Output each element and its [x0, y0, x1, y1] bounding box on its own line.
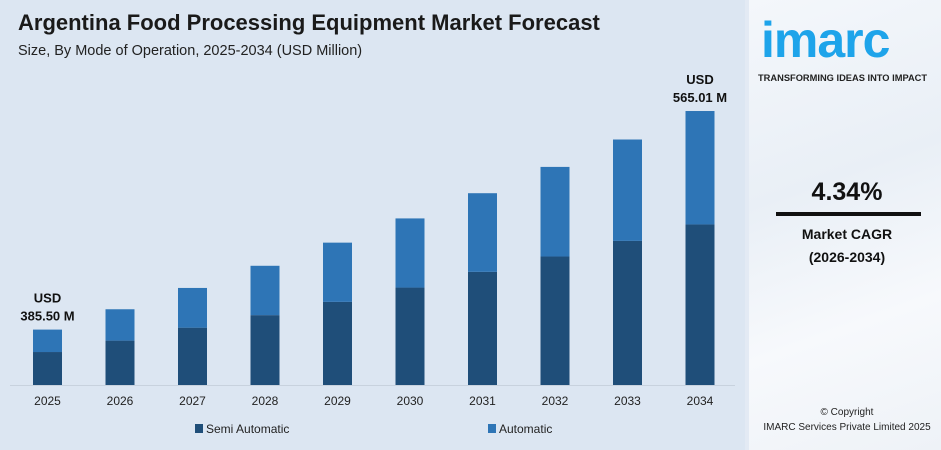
divider	[776, 212, 921, 216]
x-tick-label: 2032	[542, 394, 569, 408]
tagline: TRANSFORMING IDEAS INTO IMPACT	[758, 73, 928, 83]
chart-area: Argentina Food Processing Equipment Mark…	[10, 10, 735, 436]
x-tick-label: 2034	[687, 394, 714, 408]
data-label-value: 565.01 M	[673, 90, 727, 105]
bar-automatic-2026	[105, 309, 135, 341]
bar-semi-automatic-2034	[685, 224, 715, 385]
legend-swatch	[195, 424, 203, 433]
data-label-unit: USD	[34, 291, 61, 306]
x-tick-label: 2028	[252, 394, 279, 408]
bar-automatic-2030	[395, 218, 425, 288]
bar-automatic-2028	[250, 265, 280, 316]
x-tick-label: 2025	[34, 394, 61, 408]
x-tick-label: 2026	[107, 394, 134, 408]
bar-automatic-2031	[468, 193, 497, 272]
bar-automatic-2034	[685, 111, 715, 225]
cagr-label: Market CAGR	[801, 226, 893, 242]
imarc-logo: imarc	[761, 12, 890, 68]
stacked-bar-chart: 2025 USD 385.50 M 2026 2027 2028 2029 2030 2031 2…	[10, 72, 735, 436]
bar-semi-automatic-2030	[395, 287, 425, 385]
legend-label: Automatic	[499, 422, 552, 436]
bar-semi-automatic-2028	[250, 315, 280, 385]
x-tick-label: 2033	[614, 394, 641, 408]
data-label-unit: USD	[686, 72, 713, 87]
bar-semi-automatic-2027	[178, 327, 207, 385]
company-name: IMARC Services Private Limited 2025	[763, 422, 931, 433]
copyright: © Copyright	[820, 407, 874, 418]
cagr-period: (2026-2034)	[808, 249, 886, 265]
bar-semi-automatic-2029	[323, 301, 352, 385]
chart-title: Argentina Food Processing Equipment Mark…	[18, 10, 600, 35]
bar-automatic-2032	[540, 166, 570, 257]
bar-automatic-2033	[613, 139, 642, 241]
bar-semi-automatic-2033	[613, 240, 642, 385]
bar-semi-automatic-2025	[33, 352, 62, 385]
chart-subtitle: Size, By Mode of Operation, 2025-2034 (U…	[18, 43, 363, 59]
x-tick-label: 2031	[469, 394, 496, 408]
x-tick-label: 2027	[179, 394, 206, 408]
bar-automatic-2027	[178, 287, 207, 328]
bar-semi-automatic-2032	[540, 256, 570, 385]
legend-label: Semi Automatic	[206, 422, 289, 436]
bar-semi-automatic-2031	[468, 271, 497, 385]
x-tick-label: 2030	[397, 394, 424, 408]
bar-automatic-2025	[33, 329, 62, 353]
data-label-value: 385.50 M	[20, 309, 74, 324]
legend-swatch	[488, 424, 496, 433]
bar-semi-automatic-2026	[105, 340, 135, 385]
side-panel: imarc TRANSFORMING IDEAS INTO IMPACT 4.3…	[745, 0, 941, 450]
cagr-value: 4.34%	[811, 178, 883, 206]
x-tick-label: 2029	[324, 394, 351, 408]
bar-automatic-2029	[323, 242, 352, 302]
